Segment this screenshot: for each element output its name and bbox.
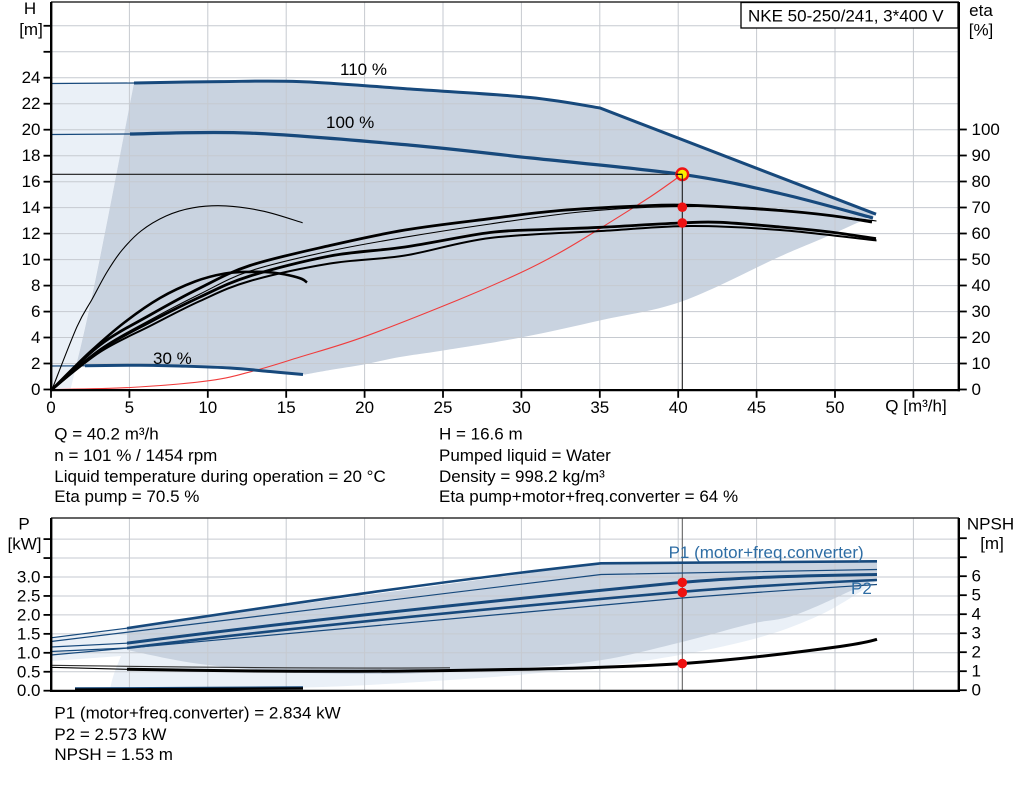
svg-text:20: 20 [355,398,374,417]
svg-text:NKE 50-250/241, 3*400 V: NKE 50-250/241, 3*400 V [748,7,944,26]
svg-text:40: 40 [669,398,688,417]
svg-text:Q = 40.2 m³/h: Q = 40.2 m³/h [54,424,158,443]
svg-text:P1 (motor+freq.converter) = 2.: P1 (motor+freq.converter) = 2.834 kW [54,703,340,722]
svg-text:[m]: [m] [19,20,43,39]
svg-text:10: 10 [972,354,991,373]
svg-text:50: 50 [826,398,845,417]
svg-text:20: 20 [22,120,41,139]
svg-text:10: 10 [198,398,217,417]
svg-text:Liquid temperature during oper: Liquid temperature during operation = 20… [54,467,385,486]
svg-text:6: 6 [972,567,981,586]
svg-text:0: 0 [972,380,981,399]
svg-text:80: 80 [972,172,991,191]
svg-text:2: 2 [972,643,981,662]
svg-text:3: 3 [972,624,981,643]
svg-text:35: 35 [590,398,609,417]
svg-text:45: 45 [747,398,766,417]
svg-text:0: 0 [972,681,981,700]
svg-text:2.5: 2.5 [17,586,41,605]
svg-text:Pumped liquid = Water: Pumped liquid = Water [439,446,611,465]
svg-text:30: 30 [512,398,531,417]
svg-text:[%]: [%] [969,21,994,40]
svg-text:4: 4 [972,605,981,624]
svg-text:P2 = 2.573 kW: P2 = 2.573 kW [54,725,166,744]
svg-text:22: 22 [22,94,41,113]
svg-text:12: 12 [22,224,41,243]
svg-text:25: 25 [434,398,453,417]
svg-text:2.0: 2.0 [17,605,41,624]
svg-text:5: 5 [125,398,134,417]
svg-text:15: 15 [277,398,296,417]
svg-text:P: P [18,515,29,534]
svg-text:P2: P2 [851,579,872,598]
svg-text:24: 24 [22,68,41,87]
svg-text:eta: eta [969,1,993,20]
svg-text:1.5: 1.5 [17,624,41,643]
svg-text:14: 14 [22,198,41,217]
svg-text:60: 60 [972,224,991,243]
svg-text:5: 5 [972,586,981,605]
svg-text:40: 40 [972,276,991,295]
svg-text:0.5: 0.5 [17,662,41,681]
svg-text:100 %: 100 % [326,113,374,132]
svg-text:0: 0 [31,380,40,399]
svg-text:18: 18 [22,146,41,165]
svg-text:0: 0 [46,398,55,417]
svg-text:100: 100 [972,120,1000,139]
svg-text:3.0: 3.0 [17,568,41,587]
svg-text:110 %: 110 % [340,60,387,79]
svg-text:n = 101 % / 1454 rpm: n = 101 % / 1454 rpm [54,446,217,465]
svg-text:[kW]: [kW] [8,535,42,554]
svg-text:6: 6 [31,302,40,321]
svg-text:H = 16.6 m: H = 16.6 m [439,424,523,443]
svg-text:90: 90 [972,146,991,165]
svg-text:[m]: [m] [980,534,1004,553]
svg-text:P1 (motor+freq.converter): P1 (motor+freq.converter) [669,543,864,562]
svg-text:NPSH: NPSH [967,515,1014,534]
svg-text:1.0: 1.0 [17,643,41,662]
svg-text:10: 10 [22,250,41,269]
svg-text:8: 8 [31,276,40,295]
svg-text:2: 2 [31,354,40,373]
svg-text:1: 1 [972,662,981,681]
svg-text:30 %: 30 % [153,349,192,368]
svg-text:50: 50 [972,250,991,269]
svg-text:20: 20 [972,328,991,347]
svg-text:NPSH = 1.53 m: NPSH = 1.53 m [54,745,173,764]
svg-text:16: 16 [22,172,41,191]
svg-text:0.0: 0.0 [17,681,41,700]
svg-text:Q [m³/h]: Q [m³/h] [885,397,946,416]
svg-text:Density = 998.2 kg/m³: Density = 998.2 kg/m³ [439,467,605,486]
svg-text:H: H [24,0,36,18]
svg-text:Eta pump+motor+freq.converter: Eta pump+motor+freq.converter = 64 % [439,487,738,506]
svg-text:30: 30 [972,302,991,321]
svg-text:70: 70 [972,198,991,217]
svg-text:4: 4 [31,328,40,347]
svg-text:Eta pump = 70.5 %: Eta pump = 70.5 % [54,487,199,506]
